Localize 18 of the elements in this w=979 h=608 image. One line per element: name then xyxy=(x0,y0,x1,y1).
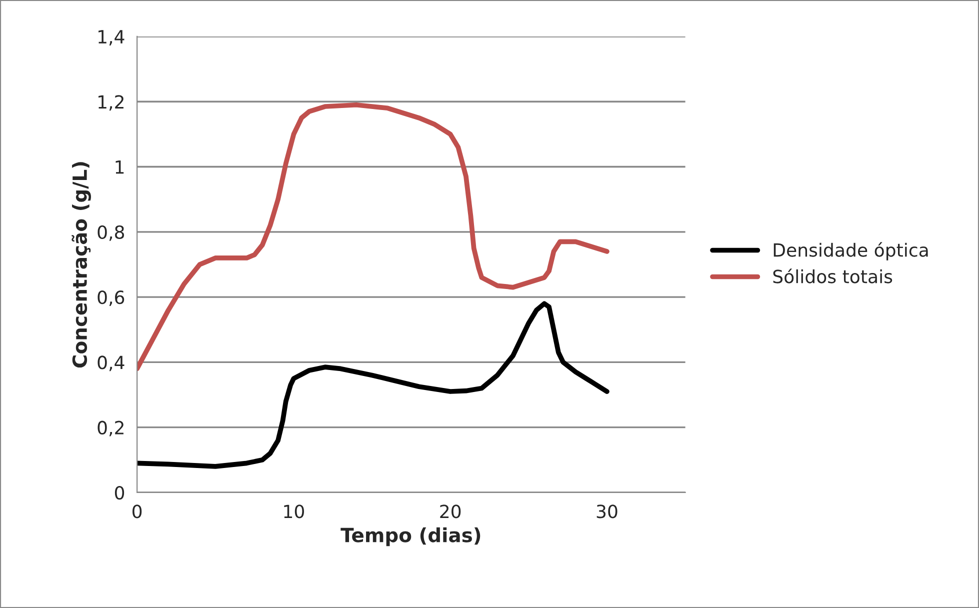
y-tick-label: 0,6 xyxy=(98,290,124,306)
x-tick-label: 30 xyxy=(596,504,618,518)
line-series xyxy=(137,301,610,469)
y-tick-label: 0,8 xyxy=(98,225,124,241)
y-tick-label: 1 xyxy=(116,160,124,174)
legend-label: Densidade óptica xyxy=(774,242,928,260)
line-series xyxy=(137,102,610,372)
y-axis-title: Concentração (g/L) xyxy=(72,162,91,368)
y-tick-label: 0 xyxy=(114,486,124,500)
y-tick-label: 1,4 xyxy=(98,30,124,46)
y-tick-label: 1,2 xyxy=(98,95,124,111)
x-tick-label: 10 xyxy=(284,504,304,518)
y-tick-label: 0,2 xyxy=(98,420,124,436)
y-tick-label: 0,4 xyxy=(98,356,124,372)
x-axis-title: Tempo (dias) xyxy=(340,527,480,546)
legend-label: Sólidos totais xyxy=(773,268,892,284)
x-tick-label: 20 xyxy=(440,504,461,518)
x-tick-label: 0 xyxy=(132,504,142,518)
